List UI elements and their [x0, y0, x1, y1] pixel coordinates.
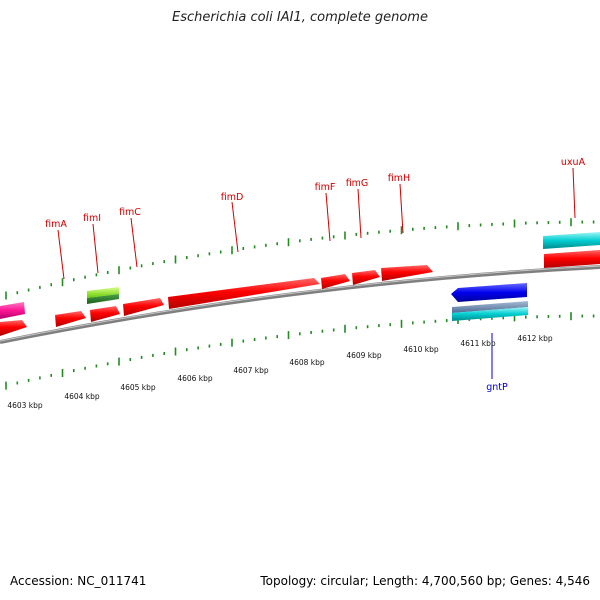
fimH-arrow	[381, 265, 433, 281]
fimI-green-feature	[87, 294, 119, 304]
label-leaders	[57, 167, 576, 379]
fimG-arrow	[352, 270, 380, 285]
gene-label-uxuA: uxuA	[561, 157, 586, 168]
fimA-arrow	[55, 311, 86, 327]
fimC-arrow	[123, 298, 164, 316]
scale-ticks-inner	[5, 312, 595, 390]
genome-stats-text: Topology: circular; Length: 4,700,560 bp…	[260, 574, 590, 588]
feature-track-reverse	[451, 283, 528, 321]
kbp-label: 4610 kbp	[403, 345, 439, 354]
fimI-lime-feature	[87, 287, 119, 298]
gntP-steel-feature	[452, 301, 528, 313]
kbp-label: 4607 kbp	[233, 366, 269, 375]
gene-label-fimG: fimG	[346, 178, 369, 189]
feature-track-forward	[0, 232, 600, 336]
uxuA-red-arrow	[544, 250, 600, 268]
map-title: Escherichia coli IAI1, complete genome	[172, 10, 428, 25]
gene-label-fimH: fimH	[388, 173, 410, 184]
kbp-label: 4606 kbp	[177, 374, 213, 383]
kbp-label: 4605 kbp	[120, 383, 156, 392]
left-red-arrow	[0, 320, 27, 336]
kbp-label: 4611 kbp	[460, 339, 496, 348]
accession-text: Accession: NC_011741	[10, 574, 147, 588]
gntP-arrow	[451, 283, 527, 302]
left-pink-feature	[0, 302, 25, 319]
kbp-label: 4609 kbp	[346, 351, 382, 360]
genome-backbone-highlight	[0, 265, 600, 342]
gene-label-fimA: fimA	[45, 219, 67, 230]
fimF-arrow	[321, 274, 350, 289]
uxuA-cyan-feature	[543, 232, 600, 249]
genome-backbone	[0, 265, 600, 344]
fimI-arrow	[90, 306, 120, 322]
kbp-label: 4612 kbp	[517, 334, 553, 343]
gene-label-gntP: gntP	[486, 382, 508, 393]
gene-label-fimI: fimI	[83, 213, 101, 224]
gntP-cyan-feature	[452, 307, 528, 321]
kbp-label: 4608 kbp	[289, 358, 325, 367]
kbp-label: 4603 kbp	[7, 401, 43, 410]
kbp-label: 4604 kbp	[64, 392, 100, 401]
gene-label-fimD: fimD	[221, 192, 244, 203]
fimD-arrow	[168, 278, 320, 309]
gene-label-fimC: fimC	[119, 207, 141, 218]
scale-ticks-outer	[5, 218, 595, 300]
gene-label-fimF: fimF	[315, 182, 336, 193]
